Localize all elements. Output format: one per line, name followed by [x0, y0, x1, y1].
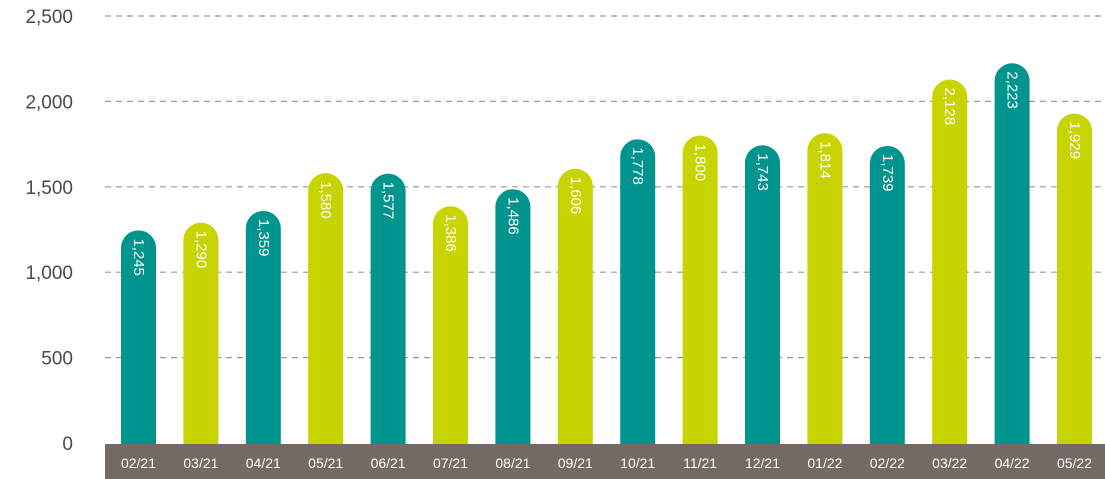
x-tick-label: 01/22 — [807, 455, 842, 471]
x-tick-label: 08/21 — [495, 455, 530, 471]
y-tick-label: 1,500 — [25, 178, 73, 199]
bar — [682, 135, 718, 444]
y-tick-label: 2,500 — [25, 7, 73, 28]
data-label: 2,223 — [1004, 71, 1021, 109]
data-label: 1,486 — [504, 197, 521, 235]
bar — [1057, 113, 1092, 444]
x-tick-label: 09/21 — [558, 455, 593, 471]
x-tick-label: 05/22 — [1057, 455, 1092, 471]
data-label: 1,929 — [1066, 122, 1083, 160]
data-label: 1,778 — [629, 147, 646, 185]
data-label: 1,606 — [567, 177, 584, 215]
data-label: 1,386 — [442, 214, 459, 252]
data-label: 2,128 — [941, 88, 958, 126]
x-tick-label: 07/21 — [433, 455, 468, 471]
bars: 1,245 1,290 1,359 1,580 1,577 1,386 1,486 1,606… — [121, 63, 1092, 445]
y-axis-ticks: 0 500 1,000 1,500 2,000 2,500 — [25, 7, 73, 455]
bar — [869, 145, 905, 444]
bar — [620, 139, 656, 444]
x-tick-label: 04/21 — [246, 455, 281, 471]
x-tick-label: 12/21 — [745, 455, 780, 471]
x-tick-label: 02/22 — [870, 455, 905, 471]
bar — [807, 133, 843, 444]
x-tick-label: 02/21 — [121, 455, 156, 471]
y-tick-label: 500 — [41, 349, 73, 370]
bar — [994, 63, 1030, 444]
bar — [183, 222, 219, 444]
data-label: 1,359 — [255, 219, 272, 257]
data-label: 1,577 — [380, 182, 397, 220]
x-tick-label: 05/21 — [308, 455, 343, 471]
x-axis-band — [105, 444, 1105, 479]
x-axis-labels: 02/21 03/21 04/21 05/21 06/21 07/21 08/21 09/21… — [121, 455, 1092, 471]
bar — [370, 173, 406, 444]
data-label: 1,290 — [192, 231, 209, 269]
data-label: 1,800 — [692, 144, 709, 182]
data-label: 1,580 — [317, 181, 334, 219]
y-tick-label: 0 — [62, 434, 73, 455]
y-tick-label: 2,000 — [25, 92, 73, 113]
bar — [245, 210, 281, 444]
bar — [557, 168, 593, 445]
data-label: 1,743 — [754, 153, 771, 191]
x-tick-label: 03/21 — [183, 455, 218, 471]
bar — [121, 230, 156, 444]
x-tick-label: 11/21 — [683, 455, 717, 471]
bar — [433, 206, 468, 444]
data-label: 1,245 — [130, 238, 147, 276]
data-label: 1,814 — [816, 141, 833, 179]
x-tick-label: 06/21 — [371, 455, 406, 471]
x-tick-label: 04/22 — [995, 455, 1030, 471]
x-tick-label: 10/21 — [620, 455, 655, 471]
x-tick-label: 03/22 — [932, 455, 967, 471]
bar — [745, 145, 780, 444]
y-tick-label: 1,000 — [25, 263, 73, 284]
bar — [495, 189, 531, 444]
bar — [932, 79, 968, 444]
data-label: 1,739 — [879, 154, 896, 192]
bar — [308, 173, 344, 445]
